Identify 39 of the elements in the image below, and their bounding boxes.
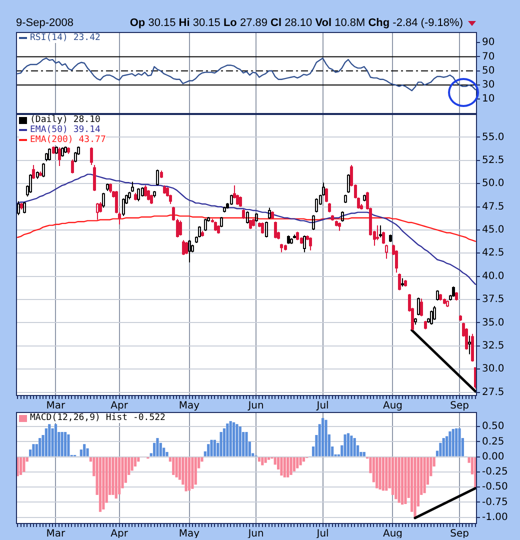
y-tick-label: 42.5 bbox=[482, 248, 504, 259]
x-tick-label: Jun bbox=[247, 400, 264, 412]
y-tick-label: 30.0 bbox=[482, 364, 504, 375]
legend-label: (Daily) 28.10 bbox=[30, 115, 100, 125]
y-tick-label: -0.50 bbox=[482, 482, 508, 493]
y-tick-label: 52.5 bbox=[482, 154, 504, 166]
x-tick-label: May bbox=[178, 400, 200, 412]
x-tick-label: Aug bbox=[382, 400, 403, 412]
y-tick-label: 90 bbox=[482, 37, 495, 48]
y-tick-label: 47.5 bbox=[482, 201, 504, 212]
x-tick-label: Sep bbox=[450, 400, 469, 412]
text: Op 30.15 Hi 30.15 Lo 27.89 Cl 28.10 Vol 10.8M Chg -2.84 (-9.18%) bbox=[130, 17, 463, 29]
x-tick-label: Mar bbox=[46, 528, 66, 540]
legend-label: MACD(12,26,9) Hist -0.522 bbox=[30, 413, 166, 423]
y-tick-label: 50.0 bbox=[482, 178, 504, 190]
y-tick-label: 40.0 bbox=[482, 270, 504, 282]
y-tick-label: 55.0 bbox=[482, 132, 504, 143]
y-tick-label: 10 bbox=[482, 94, 495, 105]
y-tick-label: 50 bbox=[482, 65, 495, 76]
y-tick-label: 32.5 bbox=[482, 340, 504, 352]
legend-label: RSI(14) 23.42 bbox=[30, 33, 100, 43]
y-tick-label: 45.0 bbox=[482, 224, 504, 236]
y-tick-label: -0.75 bbox=[482, 496, 508, 508]
y-tick-label: 70 bbox=[482, 51, 495, 62]
y-tick-label: 27.5 bbox=[482, 386, 504, 398]
y-tick-label: 0.00 bbox=[482, 451, 504, 462]
y-tick-label: -1.00 bbox=[482, 512, 508, 523]
x-tick-label: Mar bbox=[46, 400, 66, 412]
x-tick-label: Jul bbox=[316, 400, 329, 412]
x-tick-label: Apr bbox=[110, 400, 129, 412]
legend-label: EMA(200) 43.77 bbox=[30, 135, 106, 145]
y-tick-label: 37.5 bbox=[482, 294, 504, 306]
y-tick-label: 0.50 bbox=[482, 421, 504, 432]
y-tick-label: 35.0 bbox=[482, 317, 504, 328]
legend-label: EMA(50) 39.14 bbox=[30, 125, 100, 135]
y-tick-label: 30 bbox=[482, 80, 495, 91]
text: 9-Sep-2008 bbox=[16, 17, 74, 29]
y-tick-label: -0.25 bbox=[482, 466, 508, 478]
y-tick-label: 0.25 bbox=[482, 436, 504, 448]
